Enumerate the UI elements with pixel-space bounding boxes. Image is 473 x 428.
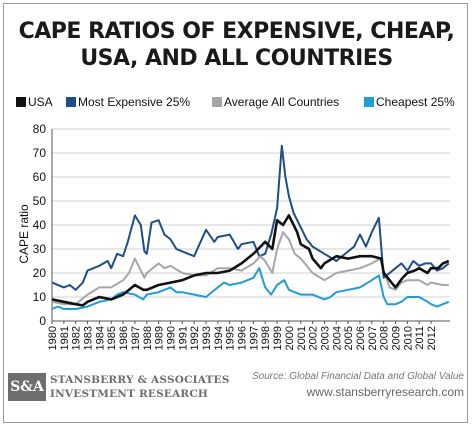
y-tick-label: 20 [33,266,47,280]
company-name-line-1: STANSBERRY & ASSOCIATES [50,374,230,386]
x-tick-label: 1990 [165,326,177,350]
y-axis-ticks: 0 10 20 30 40 50 60 70 80 [33,122,47,328]
x-tick-label: 1999 [272,326,284,350]
website-link[interactable]: www.stansberryresearch.com [306,385,464,399]
y-axis-label: CAPE ratio [17,204,31,264]
x-tick-label: 1991 [177,326,189,350]
source-note: Source: Global Financial Data and Global… [252,371,464,382]
x-tick-label: 2006 [355,326,367,350]
y-tick-label: 0 [39,314,46,328]
legend-label-average: Average All Countries [224,95,340,109]
x-tick-label: 1986 [118,326,130,350]
chart-title-line-2: USA, AND ALL COUNTRIES [80,46,393,71]
x-tick-label: 1985 [106,326,118,350]
x-tick-label: 2010 [402,326,414,350]
x-tick-label: 2001 [296,326,308,350]
x-tick-label: 1982 [71,326,83,350]
legend-swatch-usa [16,97,26,107]
x-tick-label: 2000 [284,326,296,350]
legend-swatch-cheapest [364,97,374,107]
y-tick-label: 70 [33,146,47,160]
chart-title-line-1: CAPE RATIOS OF EXPENSIVE, CHEAP, [18,19,455,44]
legend-label-most-expensive: Most Expensive 25% [78,95,191,109]
sa-logo: S&A [8,373,46,401]
company-name-line-2: INVESTMENT RESEARCH [50,388,209,400]
x-tick-label: 1995 [225,326,237,350]
y-tick-label: 80 [33,122,47,136]
footer: S&A STANSBERRY & ASSOCIATES INVESTMENT R… [8,371,468,423]
legend-label-cheapest: Cheapest 25% [376,95,455,109]
legend-label-usa: USA [28,95,53,109]
y-tick-label: 10 [33,290,47,304]
x-tick-label: 2003 [319,326,331,350]
x-axis-ticks: 1980 1981 1982 1983 1984 1985 1986 1987 1988 1989… [47,321,438,350]
legend-swatch-most-expensive [66,97,76,107]
chart-gridlines [51,128,450,322]
x-tick-label: 1984 [94,326,106,350]
x-tick-label: 1994 [213,326,225,350]
x-tick-label: 1980 [47,326,59,350]
x-tick-label: 1998 [260,326,272,350]
chart-frame: CAPE RATIOS OF EXPENSIVE, CHEAP, USA, AN… [3,3,468,423]
x-tick-label: 1997 [248,326,260,350]
chart-series-lines [51,144,450,310]
x-tick-label: 2012 [426,326,438,350]
x-tick-label: 2011 [414,326,426,350]
y-tick-label: 50 [33,194,47,208]
series-line-average-all-countries [51,231,449,306]
y-tick-label: 60 [33,170,47,184]
x-tick-label: 2007 [367,326,379,350]
x-tick-label: 1992 [189,326,201,350]
series-line-most-expensive-25 [51,144,450,291]
y-tick-label: 30 [33,242,47,256]
x-tick-label: 2005 [343,326,355,350]
x-tick-label: 1981 [59,326,71,350]
x-tick-label: 1987 [130,326,142,350]
x-tick-label: 2004 [331,326,343,350]
x-tick-label: 1993 [201,326,213,350]
x-tick-label: 2009 [391,326,403,350]
legend-swatch-average [212,97,222,107]
x-tick-label: 2008 [379,326,391,350]
chart-title: CAPE RATIOS OF EXPENSIVE, CHEAP, USA, AN… [4,18,469,72]
company-name: STANSBERRY & ASSOCIATES INVESTMENT RESEA… [50,373,230,401]
y-tick-label: 40 [33,218,47,232]
x-tick-label: 1989 [154,326,166,350]
x-tick-label: 1983 [83,326,95,350]
x-tick-label: 2002 [308,326,320,350]
series-line-usa [51,214,450,307]
x-tick-label: 1988 [142,326,154,350]
x-tick-label: 1996 [237,326,249,350]
